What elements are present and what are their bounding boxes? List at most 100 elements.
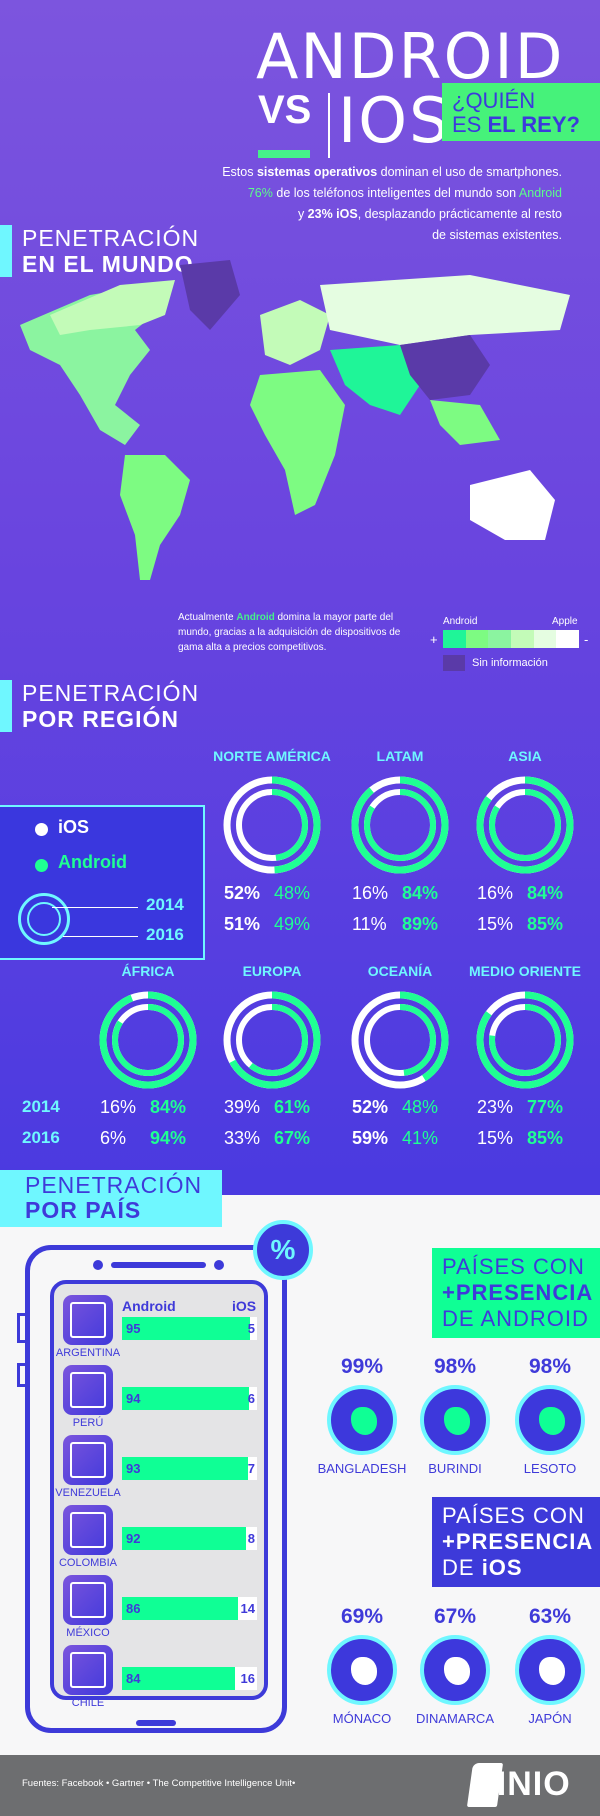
- ios-pct-2014: 23%: [477, 1097, 514, 1117]
- country-shape: [351, 1407, 377, 1435]
- title-vs: VS: [258, 88, 312, 132]
- ios-pct-2014: 52%: [352, 1097, 389, 1117]
- flag-outline: [70, 1372, 106, 1408]
- country-map-icon: [327, 1635, 397, 1705]
- flag-outline: [70, 1512, 106, 1548]
- ios-pct-2016: 51%: [224, 914, 261, 934]
- region-donut: [476, 776, 574, 874]
- android-dot-icon: [35, 859, 48, 872]
- country-map-icon: [420, 1635, 490, 1705]
- region-donut: [223, 776, 321, 874]
- ios-pct-2016: 15%: [477, 914, 514, 934]
- android-pct-2016: 89%: [402, 914, 439, 934]
- android-arc-2016: [351, 991, 449, 1089]
- title-divider: [328, 93, 330, 158]
- legend-pointer-line: [52, 907, 138, 908]
- flag-outline: [70, 1582, 106, 1618]
- world-caption: Actualmente Android domina la mayor part…: [178, 612, 401, 653]
- legend-color-scale: [443, 630, 580, 648]
- android-arc-2016: [476, 776, 574, 874]
- android-share-fill: [122, 1317, 251, 1340]
- country-name: ARGENTINA: [55, 1347, 121, 1359]
- ios-value: 14: [240, 1601, 255, 1616]
- country-bar: 93 7: [122, 1457, 257, 1480]
- country-bar: 94 6: [122, 1387, 257, 1410]
- country-shape: [444, 1407, 470, 1435]
- scale-swatch: [465, 630, 489, 648]
- legend-android-label: Android: [443, 616, 478, 627]
- legend-year-2014: 2014: [146, 895, 184, 914]
- country-name: MÉXICO: [66, 1627, 110, 1639]
- section-accent-bar: [0, 225, 12, 277]
- country-bar: 95 5: [122, 1317, 257, 1340]
- android-arc-2014: [112, 1004, 184, 1076]
- ios-pct-2014: 16%: [352, 883, 389, 903]
- country-pct: 67%: [433, 1605, 477, 1628]
- android-arc-2016: [351, 776, 449, 874]
- country-pct: 69%: [340, 1605, 384, 1628]
- country-map-icon: [515, 1385, 585, 1455]
- legend-ring-inner-icon: [27, 902, 61, 936]
- country-name: JAPÓN: [528, 1711, 572, 1726]
- header-strip: [222, 1170, 600, 1194]
- ios-pct-2016: 15%: [477, 1128, 514, 1148]
- android-value: 93: [126, 1461, 141, 1476]
- question-line1: ¿QUIÉN: [452, 88, 536, 113]
- scale-swatch: [443, 630, 466, 648]
- android-arc-2014: [489, 1004, 561, 1076]
- ios-value: 5: [247, 1321, 255, 1336]
- europe: [260, 300, 330, 365]
- legend-android-label: Android: [58, 852, 127, 872]
- flag-outline: [70, 1442, 106, 1478]
- title-ios: IOS: [338, 84, 451, 157]
- country-pct: 63%: [528, 1605, 572, 1628]
- phone-side-button: [17, 1363, 26, 1387]
- region-label: LATAM: [376, 748, 424, 764]
- footer: Fuentes: Facebook • Gartner • The Compet…: [0, 1755, 600, 1816]
- legend-pointer-line: [63, 936, 138, 937]
- country-map-icon: [327, 1385, 397, 1455]
- android-arc-2016: [223, 776, 321, 874]
- scale-swatch: [556, 630, 580, 648]
- android-pct-2014: 48%: [274, 883, 311, 903]
- question-es: ES: [452, 112, 488, 137]
- flag-icon: [63, 1365, 113, 1415]
- ios-value: 6: [247, 1391, 255, 1406]
- ios-pct-2014: 39%: [224, 1097, 261, 1117]
- title-android: ANDROID: [256, 20, 565, 93]
- country-shape: [444, 1657, 470, 1685]
- android-value: 94: [126, 1391, 141, 1406]
- android-arc-2014: [236, 1004, 308, 1076]
- android-share-fill: [122, 1457, 248, 1480]
- android-share-fill: [122, 1667, 236, 1690]
- country-name: CHILE: [71, 1697, 105, 1709]
- country-pct: 98%: [433, 1355, 477, 1378]
- region-label: ÁFRICA: [121, 963, 175, 979]
- country-pct: 98%: [528, 1355, 572, 1378]
- country-map-icon: [515, 1635, 585, 1705]
- android-pct-2016: 94%: [150, 1128, 187, 1148]
- linio-logo: LINIO: [475, 1765, 571, 1803]
- canada: [50, 280, 175, 335]
- flag-icon: [63, 1505, 113, 1555]
- flag-outline: [70, 1302, 106, 1338]
- country-shape: [539, 1657, 565, 1685]
- world-heading: PENETRACIÓN EN EL MUNDO: [22, 225, 200, 277]
- legend-ring-outer-icon: [18, 893, 70, 945]
- android-pct-2016: 85%: [527, 1128, 564, 1148]
- android-arc-2016: [223, 991, 321, 1089]
- ios-pct-2014: 16%: [100, 1097, 137, 1117]
- phone-home-bar: [136, 1720, 176, 1726]
- android-share-fill: [122, 1597, 239, 1620]
- country-name: COLOMBIA: [58, 1557, 118, 1569]
- row-year-2016: 2016: [22, 1128, 60, 1147]
- region-label: NORTE AMÉRICA: [213, 748, 331, 764]
- question-box: ¿QUIÉN ES EL REY?: [442, 83, 600, 141]
- section-accent-bar: [0, 680, 12, 732]
- android-arc-2014: [489, 789, 561, 861]
- region-label: EUROPA: [242, 963, 302, 979]
- africa: [250, 370, 345, 515]
- android-value: 95: [126, 1321, 141, 1336]
- region-donut: [99, 991, 197, 1089]
- android-pct-2016: 41%: [402, 1128, 439, 1148]
